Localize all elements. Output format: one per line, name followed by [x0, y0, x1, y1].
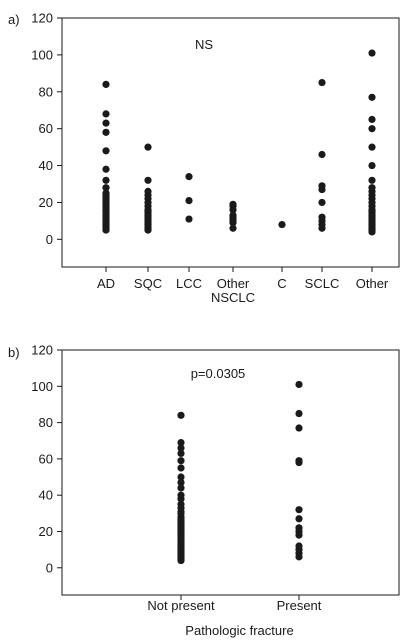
- data-point: [295, 531, 303, 539]
- data-point: [295, 515, 303, 523]
- data-point: [368, 143, 376, 151]
- data-point: [368, 115, 376, 124]
- y-tick-label: 120: [31, 343, 53, 358]
- data-point: [295, 409, 303, 418]
- data-point: [229, 206, 237, 214]
- data-point: [177, 556, 185, 565]
- data-point: [185, 173, 193, 181]
- data-point: [102, 165, 110, 173]
- data-point: [102, 80, 110, 88]
- data-point: [318, 224, 326, 232]
- data-point: [102, 176, 110, 184]
- data-point: [144, 143, 152, 151]
- y-tick-label: 0: [46, 560, 53, 575]
- panel-label: a): [8, 12, 20, 27]
- data-point: [368, 176, 376, 184]
- data-point: [295, 380, 303, 389]
- chart-panel-2: b) 0 20 40 60 80 100 120 Not present Present p=0.0…: [8, 343, 400, 638]
- data-point: [177, 438, 185, 447]
- data-point: [177, 457, 185, 465]
- y-tick-label: 20: [39, 195, 53, 210]
- y-tick-label: 80: [39, 84, 53, 99]
- y-tick-label: 40: [39, 488, 53, 503]
- data-point: [144, 226, 152, 234]
- data-point: [318, 198, 326, 207]
- data-point: [177, 411, 185, 419]
- data-point: [318, 185, 326, 194]
- data-point: [177, 484, 185, 492]
- data-point: [102, 119, 110, 127]
- data-point: [102, 184, 110, 192]
- data-point: [229, 219, 237, 227]
- data-point: [368, 161, 376, 170]
- panel-label: b): [8, 345, 20, 360]
- y-tick-label: 0: [46, 232, 53, 247]
- x-tick-label: SCLC: [305, 276, 340, 291]
- y-tick-label: 20: [39, 524, 53, 539]
- data-point: [318, 78, 326, 87]
- plot-frame: [61, 349, 400, 596]
- x-tick-label: SQC: [134, 276, 162, 291]
- stat-annotation: NS: [195, 37, 213, 52]
- data-point: [368, 125, 376, 133]
- data-point: [177, 464, 185, 472]
- data-point: [102, 128, 110, 136]
- x-tick-label: Other: [356, 276, 389, 291]
- x-tick-label: C: [277, 276, 286, 291]
- data-point: [229, 224, 237, 232]
- x-axis-title: Pathologic fracture: [185, 623, 293, 638]
- data-point: [177, 449, 185, 458]
- data-point: [295, 553, 303, 561]
- y-tick-label: 120: [31, 11, 53, 26]
- data-point: [368, 93, 376, 101]
- data-point: [278, 220, 286, 229]
- data-point: [177, 444, 185, 452]
- data-point: [102, 147, 110, 155]
- data-point: [102, 226, 110, 234]
- data-point: [368, 228, 376, 236]
- x-tick-label: NSCLC: [211, 290, 255, 305]
- data-point: [295, 458, 303, 467]
- x-tick-label: AD: [97, 276, 115, 291]
- y-tick-label: 100: [31, 379, 53, 394]
- data-point: [177, 478, 185, 487]
- data-point: [368, 49, 376, 57]
- x-tick-label: Present: [277, 598, 322, 613]
- x-tick-label: LCC: [176, 276, 202, 291]
- data-point: [295, 424, 303, 432]
- stat-annotation: p=0.0305: [191, 366, 246, 381]
- y-tick-label: 40: [39, 158, 53, 173]
- plot-frame: [61, 17, 400, 268]
- y-tick-label: 60: [39, 121, 53, 136]
- data-point: [144, 176, 152, 184]
- data-point: [185, 215, 193, 223]
- y-tick-label: 80: [39, 415, 53, 430]
- y-tick-label: 100: [31, 47, 53, 62]
- x-tick-label: Not present: [147, 598, 215, 613]
- data-point: [177, 495, 185, 503]
- data-point: [102, 110, 110, 118]
- data-point: [177, 473, 185, 481]
- data-point: [295, 506, 303, 514]
- data-point: [318, 150, 326, 159]
- data-point: [185, 197, 193, 205]
- x-tick-label: Other: [217, 276, 250, 291]
- y-tick-label: 60: [39, 451, 53, 466]
